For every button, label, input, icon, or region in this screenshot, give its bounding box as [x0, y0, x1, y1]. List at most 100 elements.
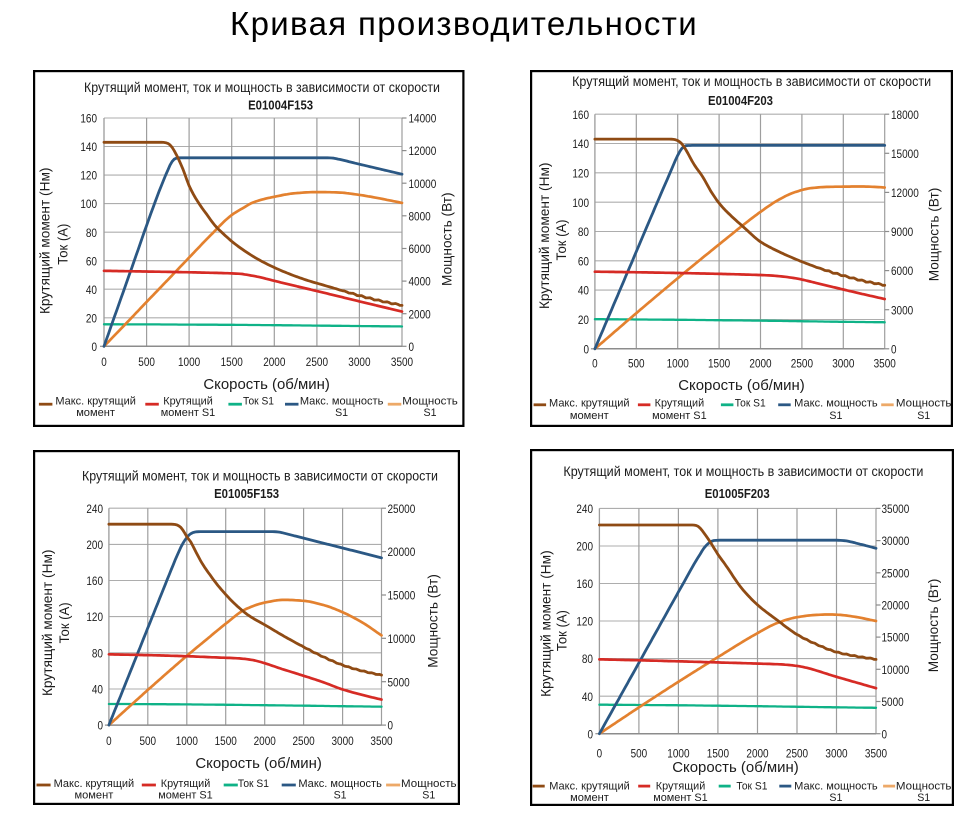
- svg-text:Макс. мощность: Макс. мощность: [794, 780, 878, 792]
- svg-text:15000: 15000: [882, 631, 910, 645]
- svg-text:140: 140: [572, 137, 589, 151]
- svg-text:S1: S1: [422, 789, 435, 801]
- svg-text:S1: S1: [334, 789, 347, 801]
- svg-text:Крутящий момент, ток и мощност: Крутящий момент, ток и мощность в зависи…: [563, 464, 923, 479]
- svg-text:Крутящий момент (Нм): Крутящий момент (Нм): [38, 168, 54, 314]
- svg-text:12000: 12000: [891, 186, 919, 200]
- svg-text:1500: 1500: [708, 356, 730, 370]
- svg-text:S1: S1: [335, 407, 348, 419]
- svg-text:3500: 3500: [865, 747, 887, 761]
- svg-text:Макс. крутящий: Макс. крутящий: [549, 780, 630, 792]
- svg-text:160: 160: [576, 577, 593, 591]
- svg-text:1500: 1500: [215, 734, 237, 748]
- svg-text:Ток S1: Ток S1: [735, 398, 766, 410]
- svg-text:5000: 5000: [388, 675, 410, 689]
- svg-text:Крутящий момент, ток и мощност: Крутящий момент, ток и мощность в зависи…: [82, 468, 438, 483]
- svg-text:3500: 3500: [391, 355, 413, 369]
- svg-text:момент: момент: [76, 407, 115, 419]
- svg-text:Макс. мощность: Макс. мощность: [300, 396, 384, 408]
- svg-text:Крутящий: Крутящий: [163, 396, 213, 408]
- svg-text:2000: 2000: [749, 356, 771, 370]
- svg-text:Ток (А): Ток (А): [555, 610, 571, 651]
- svg-text:Мощность: Мощность: [896, 780, 952, 792]
- svg-text:3000: 3000: [832, 356, 854, 370]
- svg-text:20000: 20000: [388, 545, 416, 559]
- svg-text:Скорость (об/мин): Скорость (об/мин): [678, 378, 805, 394]
- svg-text:2500: 2500: [786, 747, 808, 761]
- svg-text:момент: момент: [75, 789, 114, 801]
- svg-text:5000: 5000: [882, 695, 904, 709]
- svg-text:20000: 20000: [882, 599, 910, 613]
- svg-text:2000: 2000: [254, 734, 276, 748]
- svg-text:Макс. мощность: Макс. мощность: [298, 778, 382, 790]
- svg-text:60: 60: [578, 254, 589, 268]
- svg-text:момент S1: момент S1: [161, 407, 216, 419]
- svg-text:Крутящий: Крутящий: [656, 780, 706, 792]
- svg-text:E01004F203: E01004F203: [708, 93, 773, 108]
- svg-text:240: 240: [576, 502, 593, 516]
- svg-text:2500: 2500: [293, 734, 315, 748]
- svg-text:Скорость (об/мин): Скорость (об/мин): [195, 756, 322, 772]
- svg-text:S1: S1: [917, 410, 930, 422]
- svg-text:15000: 15000: [388, 589, 416, 603]
- svg-text:35000: 35000: [882, 502, 910, 516]
- svg-text:6000: 6000: [891, 264, 913, 278]
- svg-text:60: 60: [86, 254, 97, 268]
- svg-text:120: 120: [80, 169, 97, 183]
- svg-text:Скорость (об/мин): Скорость (об/мин): [203, 377, 330, 393]
- svg-text:Мощность (Вт): Мощность (Вт): [926, 188, 942, 282]
- svg-text:Макс. мощность: Макс. мощность: [794, 398, 878, 410]
- svg-text:160: 160: [572, 108, 589, 122]
- svg-text:Мощность (Вт): Мощность (Вт): [440, 192, 456, 286]
- svg-text:200: 200: [576, 540, 593, 554]
- svg-text:S1: S1: [917, 792, 930, 804]
- svg-text:Крутящий: Крутящий: [655, 398, 705, 410]
- svg-text:1500: 1500: [707, 747, 729, 761]
- svg-text:3500: 3500: [370, 734, 392, 748]
- svg-text:14000: 14000: [409, 112, 437, 126]
- svg-text:500: 500: [628, 356, 645, 370]
- svg-text:80: 80: [92, 646, 103, 660]
- svg-text:9000: 9000: [891, 225, 913, 239]
- svg-text:3000: 3000: [825, 747, 847, 761]
- svg-text:Мощность: Мощность: [402, 396, 458, 408]
- svg-text:1500: 1500: [221, 355, 243, 369]
- svg-text:500: 500: [138, 355, 155, 369]
- svg-text:120: 120: [86, 610, 103, 624]
- svg-text:Макс. крутящий: Макс. крутящий: [55, 396, 136, 408]
- svg-text:100: 100: [80, 197, 97, 211]
- svg-text:2500: 2500: [306, 355, 328, 369]
- svg-text:3000: 3000: [891, 303, 913, 317]
- svg-text:S1: S1: [829, 792, 842, 804]
- svg-text:Ток S1: Ток S1: [238, 778, 269, 790]
- svg-text:2000: 2000: [263, 355, 285, 369]
- svg-text:2500: 2500: [791, 356, 813, 370]
- svg-text:6000: 6000: [409, 242, 431, 256]
- svg-text:Крутящий момент, ток и мощност: Крутящий момент, ток и мощность в зависи…: [84, 80, 440, 95]
- svg-text:Мощность: Мощность: [401, 778, 457, 790]
- svg-text:0: 0: [409, 340, 415, 354]
- svg-text:240: 240: [86, 502, 103, 516]
- svg-text:момент S1: момент S1: [158, 789, 213, 801]
- svg-text:2000: 2000: [746, 747, 768, 761]
- svg-text:500: 500: [631, 747, 648, 761]
- svg-text:10000: 10000: [882, 663, 910, 677]
- svg-text:0: 0: [584, 342, 590, 356]
- svg-text:20: 20: [578, 313, 589, 327]
- svg-text:500: 500: [140, 734, 157, 748]
- svg-text:140: 140: [80, 140, 97, 154]
- svg-text:40: 40: [578, 284, 589, 298]
- svg-text:40: 40: [582, 690, 593, 704]
- svg-text:S1: S1: [829, 410, 842, 422]
- svg-text:3000: 3000: [332, 734, 354, 748]
- svg-text:2000: 2000: [409, 307, 431, 321]
- svg-text:30000: 30000: [882, 534, 910, 548]
- svg-text:момент: момент: [570, 410, 609, 422]
- svg-text:120: 120: [576, 615, 593, 629]
- svg-text:80: 80: [578, 225, 589, 239]
- svg-text:18000: 18000: [891, 108, 919, 122]
- svg-text:Крутящий момент, ток и мощност: Крутящий момент, ток и мощность в зависи…: [572, 74, 931, 89]
- svg-text:Крутящий момент (Нм): Крутящий момент (Нм): [537, 163, 553, 309]
- svg-text:1000: 1000: [176, 734, 198, 748]
- svg-text:15000: 15000: [891, 147, 919, 161]
